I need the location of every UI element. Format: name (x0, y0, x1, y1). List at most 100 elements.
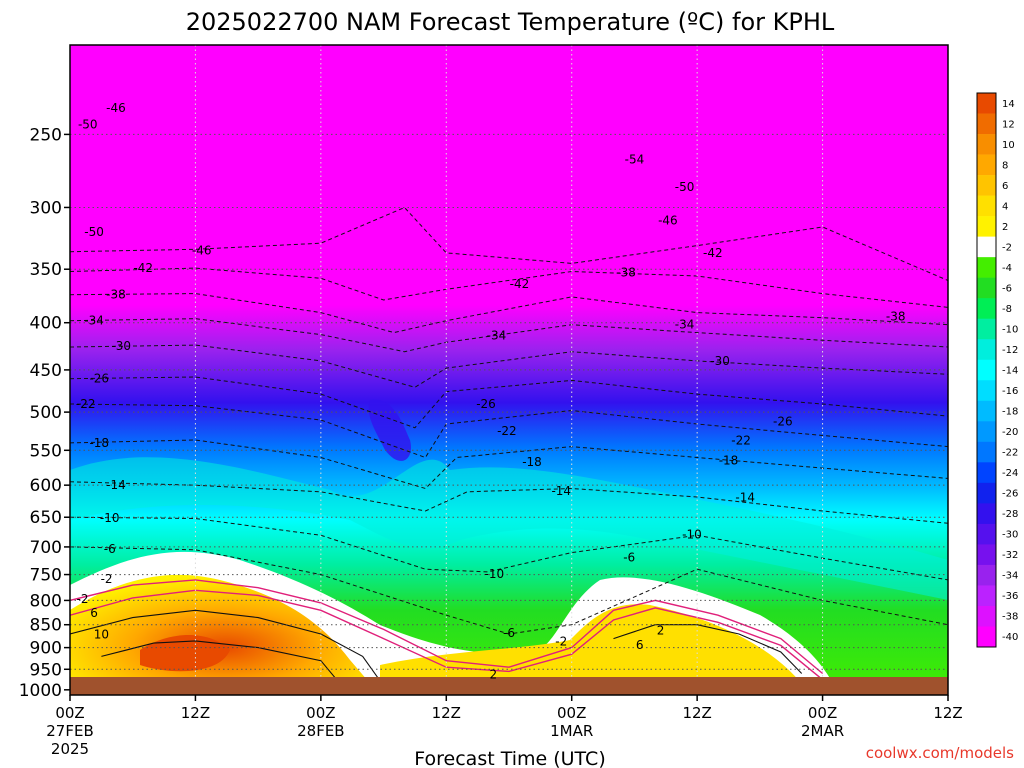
x-tick-label: 00Z (306, 704, 335, 722)
y-tick-label: 600 (30, 476, 62, 496)
colorbar-label: 2 (1002, 222, 1008, 233)
x-tick-year: 2025 (51, 740, 89, 758)
colorbar: 14 12 10 8 6 4 2 -2 -4 -6 -8 -10 -12 -14 -16 -18 -20 -22 -… (976, 92, 1018, 648)
contour-label: -42 (133, 261, 153, 275)
contour-label: -10 (485, 567, 505, 581)
colorbar-cell (977, 175, 996, 196)
contour-label: -6 (623, 551, 635, 565)
colorbar-cell (977, 134, 996, 155)
cyan-band (70, 457, 948, 600)
colorbar-cell (977, 195, 996, 217)
contour-label: -50 (84, 225, 104, 239)
colorbar-cell (977, 93, 996, 114)
contour-label: -6 (104, 542, 116, 556)
contour-label: -22 (76, 397, 96, 411)
isotherm-line (70, 439, 948, 490)
freezing-level-line (70, 579, 824, 675)
warm-isotherm-line (101, 640, 343, 687)
colorbar-cell (977, 318, 996, 340)
colorbar-cell (977, 462, 996, 484)
y-tick-label: 400 (30, 314, 62, 334)
isotherm-line (70, 546, 948, 635)
contour-label: -2 (77, 592, 89, 606)
x-axis-label: Forecast Time (UTC) (414, 748, 605, 768)
colorbar-cell (977, 482, 996, 504)
colorbar-label: -38 (1002, 612, 1018, 623)
contour-label: -38 (886, 310, 906, 324)
y-tick-label: 900 (30, 639, 62, 659)
isotherm-line (70, 344, 948, 388)
colorbar-cell (977, 339, 996, 361)
colorbar-cell (977, 605, 996, 627)
contour-label: -34 (84, 314, 104, 328)
colorbar-label: 12 (1002, 119, 1015, 130)
x-tick-date: 28FEB (297, 722, 344, 740)
colorbar-label: -32 (1002, 550, 1018, 561)
contour-label: -46 (192, 243, 212, 257)
contour-label: -50 (675, 180, 695, 194)
y-tick-label: 450 (30, 361, 62, 381)
contour-label: 2 (657, 623, 665, 637)
contour-label: -54 (625, 152, 645, 166)
contour-label: -22 (731, 434, 751, 448)
isotherm-line (70, 481, 948, 524)
colorbar-cell (977, 277, 996, 299)
x-tick-label: 12Z (933, 704, 962, 722)
colorbar-label: -10 (1002, 324, 1018, 335)
colorbar-cell (977, 400, 996, 422)
colorbar-label: -30 (1002, 530, 1018, 541)
contour-label: -42 (703, 246, 723, 260)
colorbar-label: -12 (1002, 345, 1018, 356)
ground-surface (70, 677, 948, 695)
colorbar-cell (977, 421, 996, 443)
colorbar-cell (977, 564, 996, 586)
y-tick-label: 500 (30, 403, 62, 423)
contour-label: 2 (490, 668, 498, 682)
y-tick-label: 700 (30, 538, 62, 558)
colorbar-cell (977, 441, 996, 463)
colorbar-cell (977, 544, 996, 566)
colorbar-label: -20 (1002, 427, 1018, 438)
y-tick-label: 850 (30, 616, 62, 636)
colorbar-label: -36 (1002, 591, 1018, 602)
colorbar-label: -40 (1002, 632, 1018, 643)
colorbar-cell (977, 216, 996, 237)
y-tick-label: 800 (30, 591, 62, 611)
colorbar-cell (977, 236, 996, 258)
warm-core (140, 635, 230, 672)
contour-label: 6 (90, 606, 98, 620)
credit-link[interactable]: coolwx.com/models (866, 744, 1014, 762)
x-tick-label: 00Z (808, 704, 837, 722)
colorbar-label: -22 (1002, 448, 1018, 459)
contour-label: -22 (497, 424, 517, 438)
contour-label: -46 (658, 214, 678, 228)
contour-label: -38 (106, 288, 126, 302)
colorbar-label: -26 (1002, 489, 1018, 500)
isotherm-line (70, 516, 948, 581)
colorbar-cell (977, 523, 996, 545)
contour-label: -34 (487, 329, 507, 343)
y-tick-label: 300 (30, 198, 62, 218)
trough-dip (368, 399, 411, 461)
warm-isotherm-line (70, 609, 385, 687)
y-tick-label: 950 (30, 660, 62, 680)
colorbar-label: -14 (1002, 366, 1018, 377)
contour-label: -10 (100, 511, 120, 525)
colorbar-label: -34 (1002, 571, 1018, 582)
plot-area (70, 45, 948, 695)
colorbar-cell (977, 298, 996, 320)
contour-label: -18 (719, 453, 739, 467)
y-axis: 250 300 350 400 450 500 550 600 650 700 750 800 850 9… (19, 125, 70, 701)
contour-label: -10 (682, 528, 702, 542)
colorbar-cell (977, 113, 996, 135)
contour-label: -2 (101, 572, 113, 586)
colorbar-cell (977, 503, 996, 525)
freezing-level-line (70, 589, 824, 681)
x-tick-date: 1MAR (550, 722, 593, 740)
contour-label: -46 (106, 101, 126, 115)
freezing-lines (70, 579, 824, 687)
y-tick-label: 550 (30, 441, 62, 461)
y-tick-label: 350 (30, 260, 62, 280)
